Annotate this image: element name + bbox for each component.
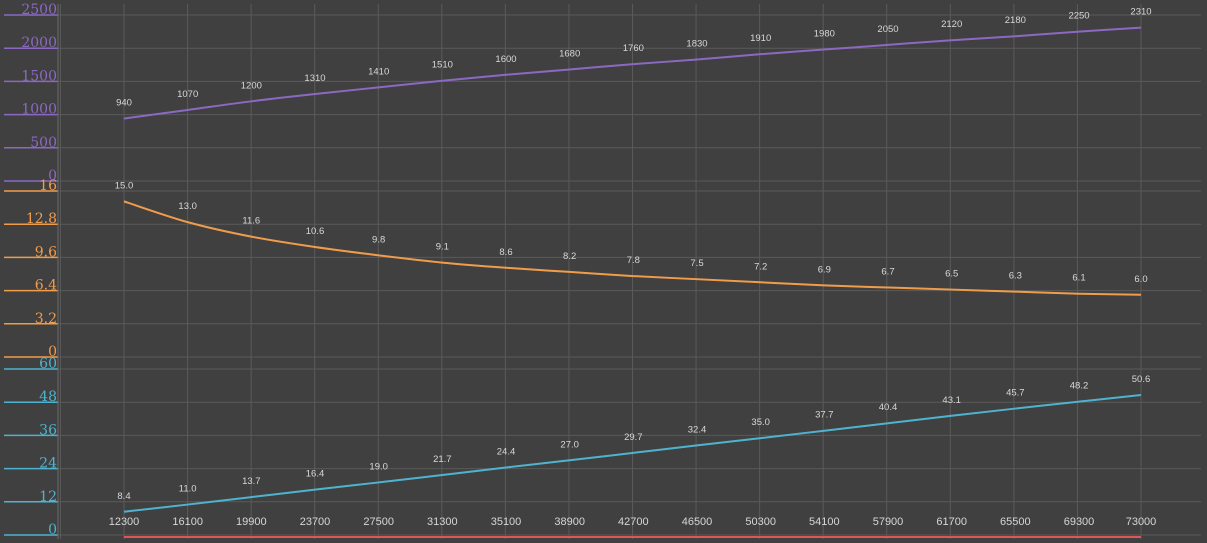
y-tick-label: 12 [39,489,57,505]
y-axes: 0500100015002000250003.26.49.612.8160122… [4,2,59,539]
data-label: 6.3 [1009,271,1022,282]
grid-lines [58,4,1201,539]
data-labels: 940 1070 1200 1310 1410 1510 1600 1680 1760 1830 1… [115,7,1152,502]
data-label: 2050 [877,24,898,35]
x-tick-label: 19900 [236,516,267,528]
x-tick-label: 12300 [109,516,140,528]
data-label: 37.7 [815,410,834,421]
data-label: 1070 [177,89,198,100]
y-tick-label: 0 [48,344,57,360]
x-tick-label: 61700 [936,516,967,528]
data-label: 1200 [241,80,262,91]
data-label: 2120 [941,19,962,30]
data-label: 27.0 [560,439,579,450]
data-label: 6.5 [945,269,958,280]
series-line [123,26,1142,120]
data-label: 6.0 [1134,274,1147,285]
data-label: 21.7 [433,454,452,465]
data-label: 11.6 [242,216,260,227]
data-label: 1510 [432,60,453,71]
data-label: 48.2 [1070,381,1089,392]
data-label: 24.4 [497,446,516,457]
data-label: 9.1 [436,242,449,253]
data-label: 10.6 [306,226,325,237]
data-label: 43.1 [942,395,961,406]
data-label: 1680 [559,48,580,59]
data-label: 8.6 [499,247,512,258]
x-tick-label: 38900 [554,516,585,528]
data-label: 940 [116,98,132,109]
x-tick-label: 57900 [873,516,904,528]
data-label: 45.7 [1006,388,1025,399]
y-tick-label: 2500 [21,2,57,18]
data-label: 1830 [686,38,707,49]
y-tick-label: 16 [39,178,57,194]
x-tick-label: 50300 [745,516,776,528]
data-label: 6.7 [881,266,894,277]
data-label: 11.0 [179,484,197,495]
data-label: 1980 [814,29,835,40]
data-label: 6.9 [818,264,831,275]
y-tick-label: 36 [39,422,57,438]
data-label: 2180 [1005,15,1026,26]
data-label: 1910 [750,33,771,44]
y-tick-label: 500 [30,135,57,151]
data-label: 2250 [1068,11,1089,22]
data-label: 19.0 [369,461,388,472]
x-tick-label: 35100 [491,516,522,528]
x-tick-label: 16100 [172,516,203,528]
data-label: 35.0 [751,417,770,428]
y-tick-label: 9.6 [35,244,57,260]
data-label: 1410 [368,66,389,77]
x-tick-label: 65500 [1000,516,1031,528]
data-label: 16.4 [306,469,325,480]
y-tick-label: 60 [39,356,57,372]
x-tick-label: 31300 [427,516,458,528]
data-label: 6.1 [1072,273,1085,284]
x-tick-label: 42700 [618,516,649,528]
series-lines [123,26,1142,513]
y-tick-label: 1000 [21,102,57,118]
data-label: 8.2 [563,251,576,262]
data-label: 9.8 [372,234,385,245]
data-label: 7.5 [690,258,703,269]
data-label: 13.7 [242,476,261,487]
data-label: 32.4 [688,424,707,435]
data-label: 15.0 [115,180,134,191]
data-label: 13.0 [178,201,197,212]
y-tick-label: 24 [39,456,57,472]
y-tick-label: 0 [48,522,57,538]
x-tick-label: 27500 [363,516,394,528]
x-axis-tick-labels: 12300 16100 19900 23700 27500 31300 35100 38900… [109,516,1157,528]
data-label: 1310 [304,73,325,84]
data-label: 8.4 [117,491,130,502]
y-tick-label: 1500 [21,68,57,84]
data-label: 1760 [623,43,644,54]
series-line [123,394,1142,513]
x-tick-label: 54100 [809,516,840,528]
x-tick-label: 23700 [300,516,331,528]
data-label: 7.2 [754,261,767,272]
x-tick-label: 73000 [1126,516,1157,528]
data-label: 2310 [1130,7,1151,18]
data-label: 1600 [495,54,516,65]
data-label: 40.4 [879,402,898,413]
y-tick-label: 3.2 [35,311,57,327]
y-tick-label: 12.8 [26,211,57,227]
y-tick-label: 6.4 [35,278,57,294]
data-label: 7.8 [627,255,640,266]
x-tick-label: 69300 [1064,516,1095,528]
y-tick-label: 0 [48,168,57,184]
x-tick-label: 46500 [682,516,713,528]
y-tick-label: 2000 [21,35,57,51]
data-label: 50.6 [1132,374,1151,385]
data-label: 29.7 [624,432,643,443]
series-line [123,200,1142,296]
y-tick-label: 48 [39,389,57,405]
